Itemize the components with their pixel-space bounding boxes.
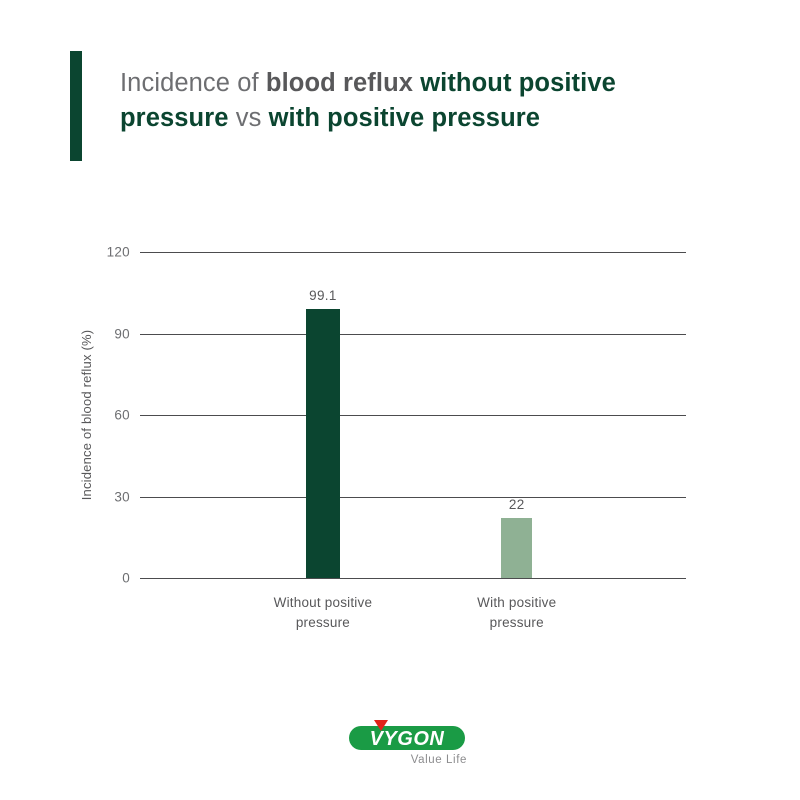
gridline: 120	[107, 245, 686, 260]
x-category-label: With positive pressure	[477, 595, 557, 630]
page-title: Incidence of blood reflux without positi…	[120, 66, 665, 136]
title-segment-2: without positive pressure	[120, 69, 616, 133]
logo-triangle-icon	[374, 720, 388, 731]
y-axis-title: Incidence of blood reflux (%)	[79, 329, 94, 501]
y-tick-label: 90	[114, 326, 130, 341]
bar-0[interactable]: 99.1 Without positive pressure	[274, 288, 372, 630]
gridline: 30	[114, 489, 686, 504]
gridline: 90	[114, 326, 686, 341]
title-accent-bar	[70, 51, 82, 161]
title-segment-0: Incidence of	[120, 69, 266, 97]
logo-pill-shape	[349, 726, 465, 750]
y-tick-label: 120	[106, 244, 130, 260]
title-segment-4: with positive pressure	[268, 104, 541, 133]
logo-wordmark: VYGON	[370, 728, 445, 750]
y-tick-label: 0	[122, 570, 130, 586]
y-tick-label: 30	[114, 489, 130, 504]
bar-value-label: 99.1	[309, 287, 337, 303]
gridline: 60	[114, 408, 686, 423]
y-tick-label: 60	[114, 407, 130, 423]
title-segment-1: blood reflux	[265, 69, 421, 97]
plot-area: 0 30 60 90 120 99.1 Without positive pressure 22…	[107, 245, 686, 630]
vygon-logo: VYGON Value Life	[347, 716, 467, 766]
gridline: 0	[122, 571, 686, 586]
logo-tagline: Value Life	[410, 754, 467, 766]
bar-value-label: 22	[508, 497, 525, 513]
x-category-label: Without positive pressure	[273, 595, 373, 630]
title-segment-3: vs	[228, 104, 269, 133]
bar-1[interactable]: 22 With positive pressure	[477, 497, 556, 629]
title-block: Incidence of blood reflux without positi…	[70, 51, 690, 161]
vygon-logo-mark: VYGON	[349, 720, 465, 750]
